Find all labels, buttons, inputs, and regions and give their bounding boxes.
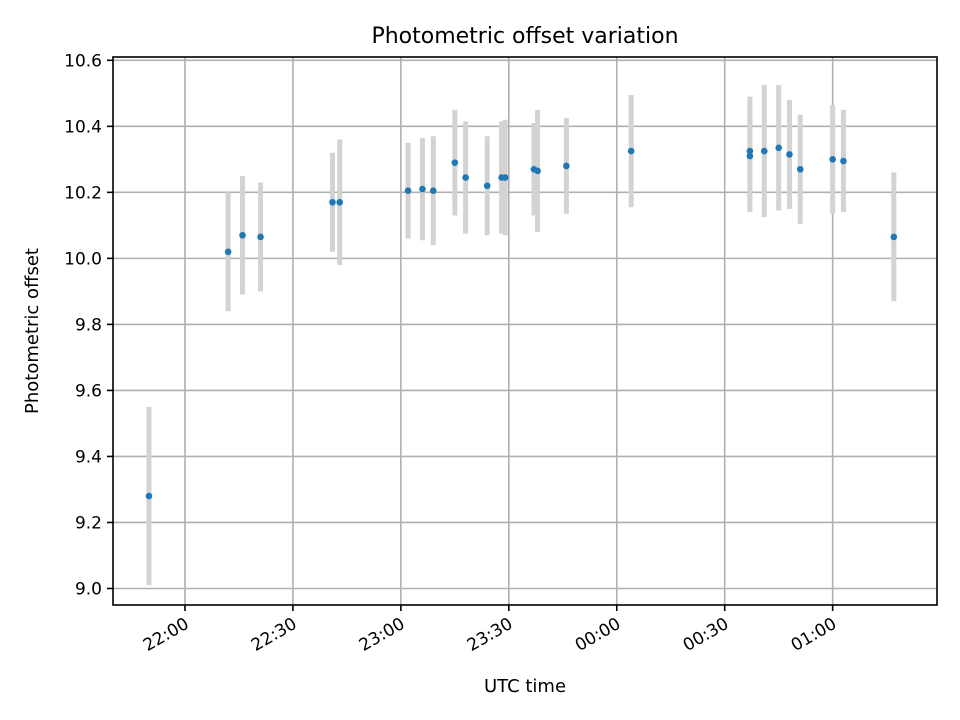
tick-layer: 9.0 9.2 9.4 9.6 9.8 10.0 10.2 10.4 10.6 22:00 22:3… — [64, 51, 840, 656]
data-point — [563, 162, 570, 170]
x-tick-label: 22:00 — [140, 614, 192, 656]
y-tick-label: 9.6 — [75, 381, 102, 401]
y-tick-label: 10.0 — [64, 249, 102, 269]
x-tick-label: 00:00 — [572, 614, 624, 656]
y-tick-label: 9.0 — [75, 579, 102, 599]
x-tick-label: 23:30 — [464, 614, 516, 656]
x-tick-label: 00:30 — [680, 614, 732, 656]
data-point — [224, 248, 232, 256]
y-tick-label: 10.2 — [64, 183, 102, 203]
data-point — [145, 492, 153, 500]
y-axis-label: Photometric offset — [22, 248, 43, 414]
data-point — [419, 185, 426, 193]
data-point — [746, 147, 754, 155]
x-axis-label: UTC time — [484, 676, 566, 697]
data-point — [775, 144, 782, 152]
plot-frame — [112, 56, 938, 606]
data-point — [429, 187, 437, 194]
data-point — [462, 174, 469, 181]
y-tick-label: 10.4 — [64, 117, 102, 137]
chart-title: Photometric offset variation — [371, 24, 678, 49]
data-point — [451, 159, 459, 166]
data-point — [336, 198, 343, 206]
y-tick-label: 9.4 — [75, 447, 102, 467]
data-point — [840, 157, 847, 165]
data-point — [501, 174, 509, 181]
grid-layer — [113, 57, 937, 605]
data-point — [760, 147, 768, 155]
data-point — [796, 165, 804, 173]
data-point — [534, 167, 541, 175]
data-layer — [145, 85, 898, 586]
x-tick-label: 01:00 — [788, 614, 840, 656]
data-point — [329, 198, 336, 206]
data-point — [404, 187, 412, 194]
data-point — [239, 231, 246, 239]
y-tick-label: 9.8 — [75, 315, 102, 335]
data-point — [483, 182, 491, 190]
x-tick-label: 22:30 — [248, 614, 300, 656]
y-tick-label: 9.2 — [75, 513, 102, 533]
data-point — [257, 233, 264, 241]
data-point — [786, 151, 793, 158]
data-point — [746, 152, 754, 160]
y-tick-label: 10.6 — [64, 51, 102, 71]
data-point — [890, 233, 898, 241]
data-point — [627, 147, 635, 155]
x-tick-label: 23:00 — [356, 614, 408, 656]
data-point — [829, 156, 836, 163]
